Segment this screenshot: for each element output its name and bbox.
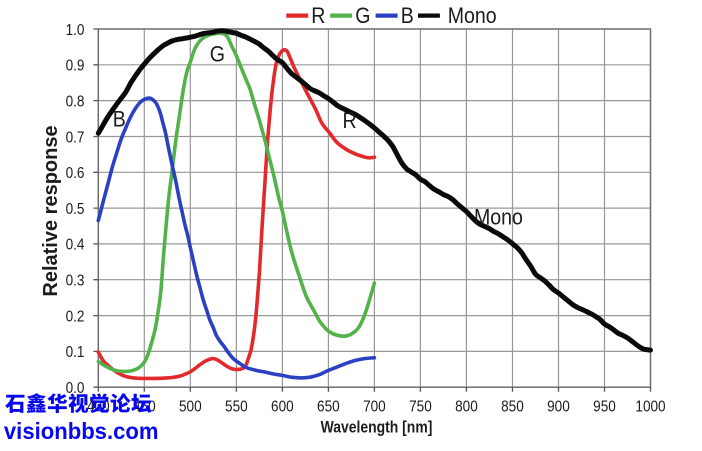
- svg-text:B: B: [113, 107, 126, 132]
- svg-text:Wavelength [nm]: Wavelength [nm]: [321, 418, 433, 437]
- svg-text:1.0: 1.0: [66, 22, 85, 39]
- svg-text:B: B: [401, 4, 414, 29]
- svg-text:G: G: [210, 42, 225, 67]
- svg-text:900: 900: [547, 399, 570, 416]
- svg-text:500: 500: [179, 399, 202, 416]
- svg-text:600: 600: [271, 399, 294, 416]
- svg-text:650: 650: [317, 399, 340, 416]
- svg-text:550: 550: [225, 399, 248, 416]
- svg-text:700: 700: [363, 399, 386, 416]
- svg-text:0.6: 0.6: [66, 165, 85, 182]
- svg-text:0.4: 0.4: [66, 237, 85, 254]
- svg-text:Relative response: Relative response: [40, 125, 62, 296]
- svg-text:R: R: [343, 109, 357, 134]
- svg-text:950: 950: [593, 399, 616, 416]
- svg-text:Mono: Mono: [474, 205, 523, 230]
- svg-text:750: 750: [409, 399, 432, 416]
- svg-text:0.1: 0.1: [66, 344, 85, 361]
- svg-text:Mono: Mono: [448, 4, 497, 29]
- svg-text:0.9: 0.9: [66, 58, 85, 75]
- svg-text:visionbbs.com: visionbbs.com: [4, 418, 159, 445]
- svg-text:850: 850: [501, 399, 524, 416]
- svg-text:0.5: 0.5: [66, 201, 85, 218]
- svg-text:1000: 1000: [635, 399, 665, 416]
- svg-text:R: R: [311, 4, 325, 29]
- svg-text:0.8: 0.8: [66, 94, 85, 111]
- svg-text:0.7: 0.7: [66, 129, 85, 146]
- svg-text:800: 800: [455, 399, 478, 416]
- svg-text:0.2: 0.2: [66, 308, 85, 325]
- svg-text:0.3: 0.3: [66, 273, 85, 290]
- svg-text:G: G: [355, 4, 370, 29]
- svg-text:0.0: 0.0: [66, 380, 85, 397]
